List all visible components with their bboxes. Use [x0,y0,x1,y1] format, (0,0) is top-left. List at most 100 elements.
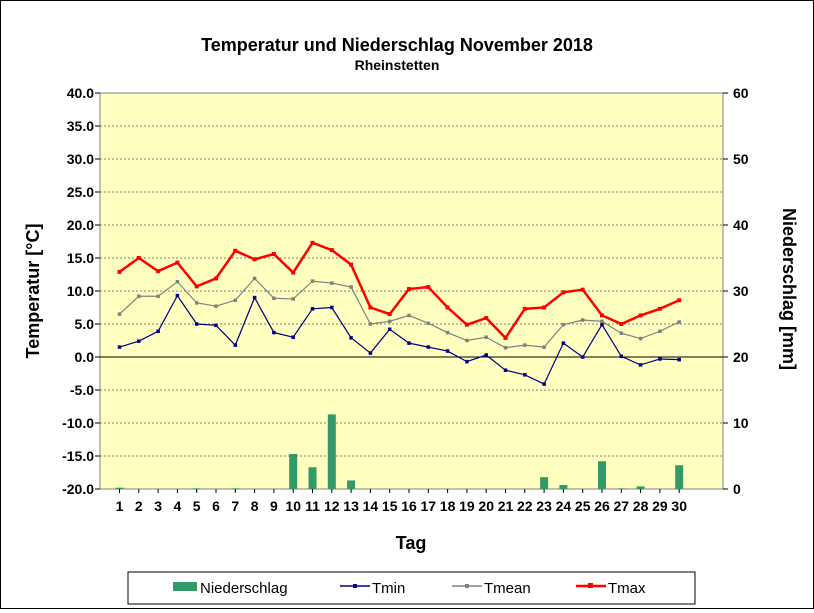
point-tmin [658,357,662,361]
point-tmean [600,319,604,324]
x-tick-label: 8 [251,498,259,514]
legend-label-tmax: Tmax [608,580,646,597]
bar-niederschlag [192,488,201,489]
point-tmin [194,322,199,326]
x-tick-label: 19 [459,498,475,514]
legend-label-tmean: Tmean [484,580,531,597]
series-line-tmax [118,241,680,340]
y-right-tick-label: 40 [733,217,749,233]
legend-label-niederschlag: Niederschlag [200,580,288,597]
x-tick-label: 29 [652,498,668,514]
point-tmin [523,373,527,377]
x-tick-label: 25 [575,498,591,514]
point-tmean [137,294,141,299]
x-tick-label: 23 [536,498,552,514]
point-tmax [542,305,547,310]
point-tmax [233,248,238,253]
x-tick-label: 18 [440,498,456,514]
point-tmean [658,329,662,334]
point-tmin [291,335,295,339]
point-tmax [677,298,682,303]
point-tmax [484,316,489,321]
legend-box [127,571,696,605]
point-tmean [580,318,585,322]
point-tmax [445,305,450,310]
bar-niederschlag [308,467,317,489]
x-tick-label: 16 [401,498,417,514]
point-tmax [503,335,508,340]
point-tmax [156,269,161,274]
x-tick-label: 2 [135,498,143,514]
x-tick-label: 11 [305,498,320,514]
point-tmin [349,336,353,340]
x-tick-label: 13 [343,498,359,514]
y-left-tick-label: -10.0 [62,415,94,431]
y-right-tick-label: 30 [733,283,749,299]
point-tmin [214,323,218,328]
point-tmin [310,307,315,311]
point-tmax [522,306,527,311]
y-left-tick-label: 5.0 [75,316,95,332]
point-tmin [561,341,566,345]
point-tmax [600,313,604,318]
point-tmax [117,269,122,274]
point-tmean [426,321,431,326]
point-tmean [272,296,276,301]
point-tmax [175,260,180,265]
point-tmean [252,276,257,281]
x-tick-label: 26 [594,498,610,514]
bar-niederschlag [598,461,606,489]
x-tick-label: 7 [231,498,239,514]
y-left-tick-label: 35.0 [67,118,94,134]
x-tick-label: 14 [363,498,379,514]
point-tmax [638,313,643,318]
point-tmin [542,382,546,386]
point-tmax [136,256,141,260]
point-tmean [445,330,450,335]
point-tmean [407,313,411,318]
point-tmin [426,345,431,349]
y-left-tick-label: 25.0 [67,184,94,200]
point-tmin [619,354,624,359]
bar-niederschlag [327,414,336,489]
point-tmin [503,368,508,372]
y-right-tick-label: 10 [733,415,749,431]
bar-niederschlag [540,477,549,489]
bar-niederschlag [289,454,298,489]
point-tmax [329,248,334,253]
point-tmean [349,285,353,289]
point-tmax [387,312,392,317]
x-tick-label: 21 [498,498,514,514]
point-tmean [484,335,488,339]
x-tick-label: 28 [633,498,649,514]
point-tmin [252,295,257,300]
point-tmean [638,336,643,341]
x-tick-label: 24 [556,498,572,514]
x-axis-label: Tag [396,533,427,553]
point-tmax [580,287,585,292]
point-tmin [484,353,488,357]
point-tmax [657,306,662,311]
bar-niederschlag [231,488,240,489]
point-tmean [542,345,546,349]
point-tmax [426,285,431,290]
y-axis-label-left: Temperatur [°C] [23,224,43,359]
point-tmin [387,327,392,332]
point-tmin [117,345,122,349]
point-tmax [252,257,257,262]
point-tmean [368,322,373,326]
bar-niederschlag [115,487,124,489]
x-tick-label: 22 [517,498,533,514]
chart-subtitle: Rheinstetten [355,57,440,73]
point-tmean [619,331,624,335]
point-tmax [214,276,218,281]
x-tick-label: 5 [193,498,201,514]
legend-marker-tmean [465,584,469,588]
point-tmin [368,351,373,355]
point-tmin [137,339,141,343]
point-tmean [503,346,508,350]
point-tmean [175,280,180,284]
point-tmax [194,284,199,289]
legend: Niederschlag Tmin Tmean Tmax [127,571,696,605]
